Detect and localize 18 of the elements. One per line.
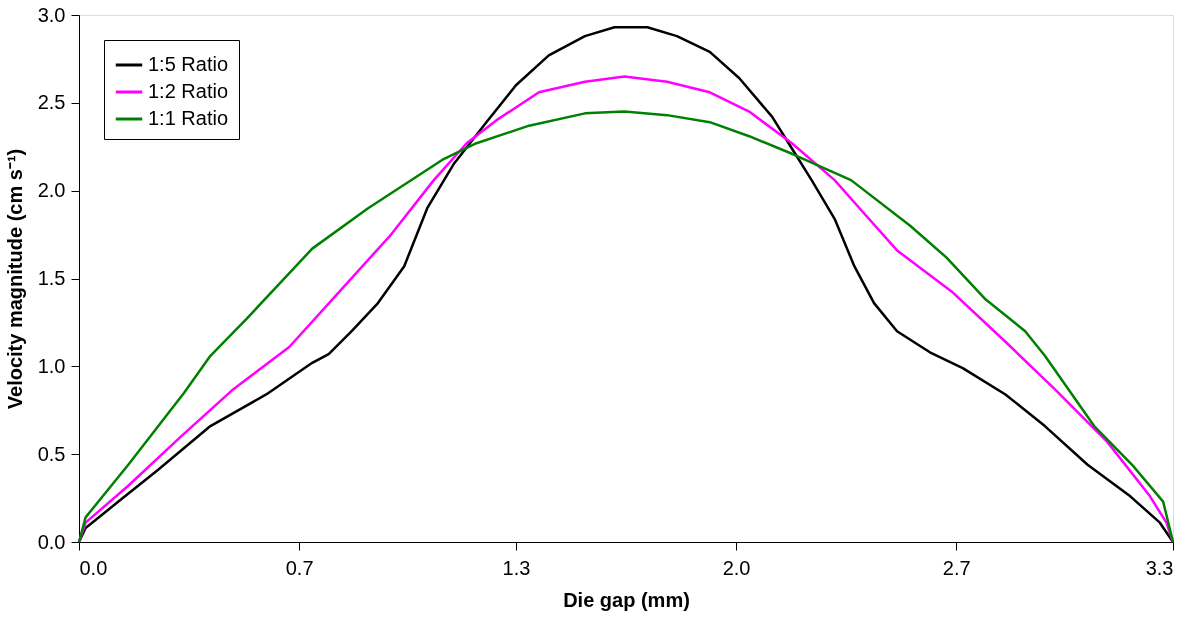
y-tick-label: 1.5: [37, 267, 66, 289]
y-tick-label: 0.5: [37, 442, 66, 465]
x-tick-label: 0.0: [79, 556, 108, 579]
y-axis-title: Velocity magnitude (cm s⁻¹): [3, 148, 26, 410]
y-tick-label: 3.0: [37, 3, 66, 26]
y-tick-label: 2.0: [37, 179, 66, 202]
legend-label: 1:5 Ratio: [148, 53, 229, 75]
y-tick-label: 1.0: [37, 354, 66, 377]
legend-label: 1:2 Ratio: [148, 80, 229, 102]
y-tick-label: 2.5: [37, 91, 66, 114]
x-tick-label: 2.7: [942, 556, 971, 579]
x-tick-label: 1.3: [502, 556, 531, 579]
legend-label: 1:1 Ratio: [148, 107, 229, 129]
x-tick-label: 3.3: [1145, 556, 1174, 579]
x-tick-label: 2.0: [722, 556, 751, 579]
x-tick-label: 0.7: [285, 556, 314, 579]
y-tick-label: 0.0: [37, 530, 66, 553]
x-axis-title: Die gap (mm): [563, 588, 690, 611]
